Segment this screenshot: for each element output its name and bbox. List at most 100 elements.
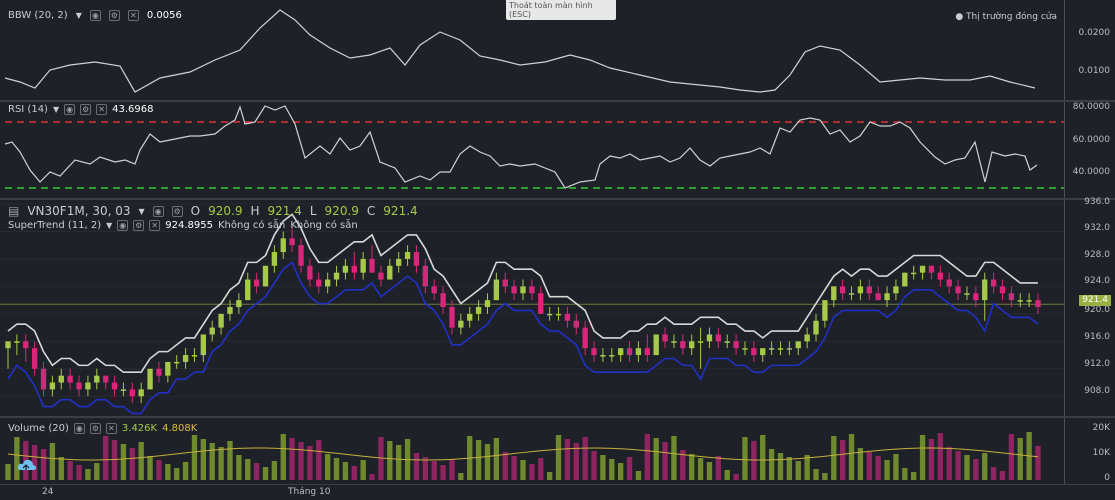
candle-body (724, 341, 730, 343)
candle-body (1035, 300, 1041, 307)
supertrend-lower-line (7, 261, 1039, 415)
candle-body (475, 307, 482, 314)
candle-body (396, 258, 402, 266)
close-icon[interactable]: ✕ (127, 10, 139, 21)
candle-body (733, 341, 739, 349)
settings-icon[interactable]: ⚙ (108, 10, 120, 21)
bbw-legend: BBW (20, 2) ▼ ◉ ⚙ ✕ 0.0056 (8, 10, 185, 21)
candle-body (227, 307, 233, 314)
volume-bar (893, 454, 899, 480)
candle-body (467, 313, 473, 321)
pane-divider[interactable] (0, 198, 1115, 200)
rsi-value: 43.6968 (112, 104, 154, 115)
chevron-down-icon[interactable]: ▼ (106, 221, 113, 230)
volume-bar (653, 438, 659, 480)
volume-bar (307, 446, 313, 480)
rsi-axis-label-3: 40.0000 (1072, 167, 1110, 177)
price-axis-label-8: 908.0 (1084, 386, 1110, 396)
price-axis-label-4: 924.0 (1084, 276, 1110, 286)
settings-icon[interactable]: ⚙ (89, 423, 101, 434)
volume-bar (866, 452, 872, 480)
volume-chart (5, 432, 1041, 480)
volume-axis-label-1: 20K (1092, 423, 1110, 433)
volume-bar (529, 464, 535, 480)
volume-bar (484, 444, 491, 480)
close-icon[interactable]: ✕ (96, 104, 108, 115)
rsi-pane: RSI (14) ▼ ◉ ⚙ ✕ 43.6968 80.0000 60.0000… (0, 102, 1115, 198)
candle-body (919, 265, 926, 273)
price-axis-label-6: 916.0 (1084, 332, 1110, 342)
volume-bar (413, 453, 420, 480)
volume-bar (671, 436, 677, 480)
ohlc-c-label: C (366, 204, 376, 218)
volume-bar (156, 460, 162, 480)
candle-body (564, 313, 571, 321)
volume-bar (245, 459, 251, 480)
volume-bar (520, 460, 526, 480)
candle-body (200, 334, 207, 356)
volume-bar (546, 472, 553, 480)
volume-bar (76, 465, 82, 480)
volume-bar (67, 461, 73, 480)
volume-bar (768, 449, 775, 480)
settings-icon[interactable]: ⚙ (80, 104, 92, 115)
candle-body (458, 320, 464, 328)
volume-ma-line (7, 447, 1039, 461)
candle-body (324, 279, 331, 287)
candle-body (174, 361, 180, 364)
supertrend-legend: SuperTrend (11, 2) ▼ ◉ ⚙ ✕ 924.8955 Khôn… (8, 220, 358, 231)
volume-bar (982, 453, 988, 480)
candle-body (58, 375, 64, 383)
candle-body (147, 368, 153, 390)
volume-bar (94, 463, 100, 480)
volume-bar (449, 459, 455, 480)
volume-bar (733, 474, 739, 480)
settings-icon[interactable]: ⚙ (171, 205, 183, 217)
x-axis-label-2: Tháng 10 (288, 487, 331, 497)
candle-body (662, 334, 668, 342)
eye-icon[interactable]: ◉ (64, 104, 76, 115)
pane-divider[interactable] (0, 100, 1115, 102)
last-price-tag: 921.4 (1079, 295, 1111, 306)
close-icon[interactable]: ✕ (149, 220, 161, 231)
candle-body (813, 320, 819, 335)
bbw-pane: BBW (20, 2) ▼ ◉ ⚙ ✕ 0.0056 ● Thị trường … (0, 0, 1115, 100)
chevron-down-icon[interactable]: ▼ (75, 11, 82, 20)
candle-body (387, 265, 393, 280)
volume-bar (990, 467, 997, 480)
eye-icon[interactable]: ◉ (152, 205, 164, 217)
eye-icon[interactable]: ◉ (89, 10, 101, 21)
candle-body (697, 341, 704, 343)
collapse-icon[interactable]: ▤ (8, 204, 20, 218)
cloud-icon[interactable] (17, 458, 37, 472)
close-icon[interactable]: ✕ (105, 423, 117, 434)
supertrend-value: 924.8955 (165, 220, 213, 231)
candle-body (706, 334, 713, 342)
pane-divider[interactable] (0, 416, 1115, 418)
volume-bar (555, 435, 562, 480)
candle-body (67, 375, 73, 383)
volume-bar (928, 439, 935, 480)
settings-icon[interactable]: ⚙ (133, 220, 145, 231)
volume-bar (236, 455, 242, 480)
chevron-down-icon[interactable]: ▼ (138, 206, 145, 216)
volume-bar (182, 462, 189, 480)
volume-bar (848, 434, 855, 480)
candle-body (538, 293, 544, 314)
candle-body (440, 293, 446, 307)
supertrend-na: Không có sẵn (217, 220, 286, 231)
bbw-axis-label-2: 0.0100 (1078, 66, 1111, 76)
eye-icon[interactable]: ◉ (117, 220, 129, 231)
volume-bar (600, 455, 606, 480)
eye-icon[interactable]: ◉ (73, 423, 85, 434)
volume-bar (822, 473, 828, 480)
chevron-down-icon[interactable]: ▼ (52, 105, 60, 114)
symbol-title[interactable]: VN30F1M, 30, 03 (27, 204, 131, 218)
volume-bar (475, 440, 482, 480)
volume-pane: Volume (20) ◉ ⚙ ✕ 3.426K 4.808K 20K 10K … (0, 418, 1115, 484)
candle-body (964, 293, 970, 295)
candle-body (422, 265, 428, 287)
exit-fullscreen-tooltip[interactable]: Thoát toàn màn hình (ESC) (506, 0, 616, 20)
ohlc-low: 920.9 (324, 204, 359, 218)
